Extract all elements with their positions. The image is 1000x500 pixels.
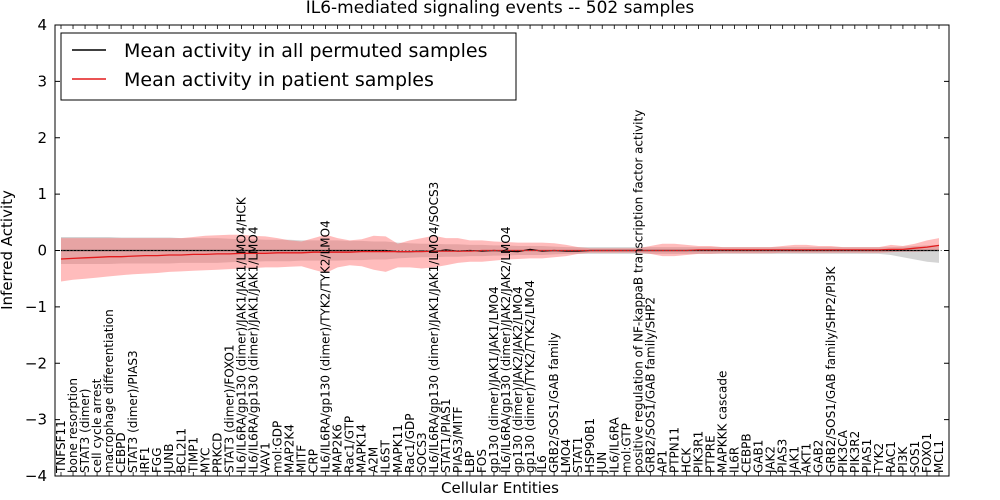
category-label: PIK3R2 xyxy=(848,431,862,473)
category-label: STAT1/PIAS1 xyxy=(439,398,453,473)
category-label: IL6 xyxy=(535,455,549,473)
category-label: JUNB xyxy=(162,443,176,474)
category-label: TYK2 xyxy=(872,443,886,474)
category-label: PIK3CA xyxy=(836,429,850,473)
category-label: PRKCD xyxy=(210,433,224,473)
category-label: FOXO1 xyxy=(920,433,934,473)
category-label: Rac1/GDP xyxy=(403,414,417,473)
category-label: PIAS3 xyxy=(776,439,790,473)
category-label: MAPK11 xyxy=(391,424,405,473)
category-label: MAP2K4 xyxy=(283,424,297,473)
category-label: IRF1 xyxy=(138,447,152,473)
category-label: JUN xyxy=(595,452,609,474)
category-label: Rac1/GTP xyxy=(343,416,357,473)
legend-box xyxy=(60,32,517,101)
category-label: PIK3R1 xyxy=(691,431,705,473)
category-label: CEBPD xyxy=(114,432,128,473)
category-label: JAK2 xyxy=(764,446,778,474)
category-label: AKT1 xyxy=(800,443,814,473)
x-axis-ticks xyxy=(60,25,940,476)
category-label: IL6/IL6RA/gp130 (dimer)/JAK1/JAK1/LMO4 xyxy=(246,227,260,473)
x-axis-label: Cellular Entities xyxy=(441,479,559,497)
category-label: IL6/IL6RA/gp130 (dimer)/TYK2/TYK2/LMO4 xyxy=(319,220,333,473)
category-label: mol:GDP xyxy=(270,421,284,473)
category-label: STAT3 (dimer)/PIAS3 xyxy=(126,350,140,473)
category-label: mol:GTP xyxy=(619,423,633,473)
y-tick-label: −4 xyxy=(25,467,47,485)
legend-label-patient: Mean activity in patient samples xyxy=(124,69,434,91)
category-label: HCK xyxy=(679,447,693,473)
category-label: STAT3 (dimer) xyxy=(78,389,92,473)
category-label: LMO4 xyxy=(559,439,573,473)
category-label: STAT1 xyxy=(571,437,585,473)
y-tick-label: −3 xyxy=(25,411,47,429)
plot-border xyxy=(54,24,950,477)
category-label: positive regulation of NF-kappaB transcr… xyxy=(631,110,645,473)
category-label: SOS1 xyxy=(908,441,922,473)
category-label: IL6R xyxy=(728,447,742,473)
y-tick-label: −2 xyxy=(25,354,47,372)
category-label: IL6/IL6RA xyxy=(607,416,621,473)
y-tick-label: 3 xyxy=(37,72,47,90)
category-label: IL6/IL6RA/gp130 (dimer)/JAK1/JAK1/LMO4/S… xyxy=(427,182,441,473)
category-label: JAK1 xyxy=(788,446,802,474)
category-label: PIAS3/MITF xyxy=(451,406,465,473)
patient-band xyxy=(61,234,939,282)
category-label: A2M xyxy=(367,447,381,473)
category-label: cell cycle arrest xyxy=(90,378,104,473)
y-tick-label: 2 xyxy=(37,129,47,147)
y-axis-label: Inferred Activity xyxy=(0,190,16,310)
category-label: gp130 (dimer)/JAK2/JAK2/LMO4 xyxy=(511,286,525,473)
chart-title: IL6-mediated signaling events -- 502 sam… xyxy=(306,0,695,18)
category-label: STAT3 (dimer)/FOXO1 xyxy=(222,344,236,473)
category-label: bone resorption xyxy=(66,378,80,473)
category-label: IL6/IL6RA/gp130 (dimer)/JAK1/JAK1/LMO4/H… xyxy=(234,196,248,473)
category-label: IL6ST xyxy=(379,440,393,473)
category-label: FOS xyxy=(475,449,489,473)
category-label: VAV1 xyxy=(258,442,272,473)
y-tick-label: 4 xyxy=(37,16,47,34)
category-label: RAC1 xyxy=(884,441,898,473)
y-axis-ticks: −4 −3 −2 −1 0 1 2 3 4 xyxy=(25,16,949,485)
category-label: MCL1 xyxy=(932,440,946,473)
category-label: BCL2L1 xyxy=(174,428,188,473)
category-label: TNFSF11 xyxy=(54,420,68,474)
category-label: FGG xyxy=(150,448,164,474)
category-label: GRB2/SOS1/GAB family xyxy=(547,333,561,474)
category-label: gp130 (dimer)/JAK1/JAK1/LMO4 xyxy=(487,286,501,473)
category-label: CEBPB xyxy=(740,433,754,473)
legend-label-permuted: Mean activity in all permuted samples xyxy=(124,40,487,62)
y-tick-label: 1 xyxy=(37,185,47,203)
category-label: GRB2/SOS1/GAB family/SHP2 xyxy=(643,297,657,473)
category-label: macrophage differentiation xyxy=(102,309,116,473)
category-label: PTPRE xyxy=(703,435,717,473)
category-label: MAPKKK cascade xyxy=(716,371,730,473)
category-label: IL6/IL6RA/gp130 (dimer)/JAK2/JAK2/LMO4 xyxy=(499,227,513,473)
category-label: gp130 (dimer)/TYK2/TYK2/LMO4 xyxy=(523,280,537,473)
category-label: GRB2/SOS1/GAB family/SHP2/PI3K xyxy=(824,265,838,473)
category-label: CRP xyxy=(307,449,321,473)
category-label: LBP xyxy=(463,451,477,473)
y-tick-label: 0 xyxy=(37,242,47,260)
category-label: MAPK14 xyxy=(355,424,369,473)
category-label: GAB1 xyxy=(752,440,766,473)
category-label: PI3K xyxy=(896,446,910,473)
category-label: PTPN11 xyxy=(667,427,681,473)
category-label: HSP90B1 xyxy=(583,418,597,473)
category-label: PIAS1 xyxy=(860,439,874,473)
category-label: MAP2K6 xyxy=(331,424,345,473)
category-label: AP1 xyxy=(655,450,669,473)
y-tick-label: −1 xyxy=(25,298,47,316)
category-label: GAB2 xyxy=(812,440,826,473)
legend: Mean activity in all permuted samples Me… xyxy=(60,32,517,101)
category-label: TIMP1 xyxy=(186,437,200,474)
category-label: MYC xyxy=(198,448,212,473)
category-label: MITF xyxy=(295,445,309,473)
category-label: SOCS3 xyxy=(415,432,429,473)
